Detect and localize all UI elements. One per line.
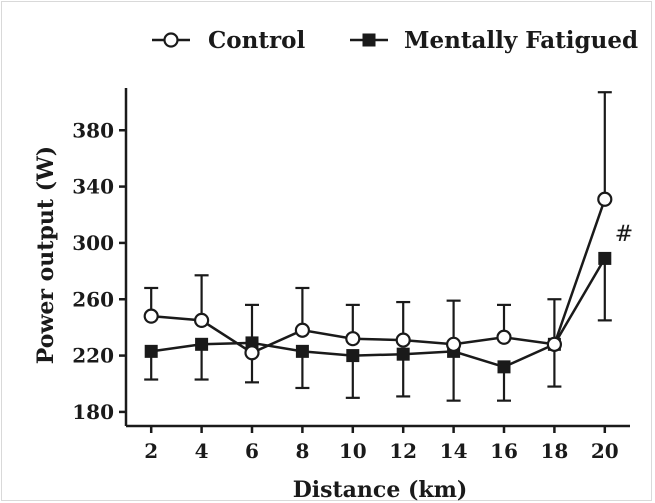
fatigued-point [144,344,158,358]
x-tick-label: 12 [389,439,417,463]
control-point [496,329,512,345]
significance-annotation: # [615,222,633,247]
fatigued-point [195,337,209,351]
y-tick-label: 220 [72,344,114,368]
fatigued-series-line [151,257,606,369]
error-bars [144,91,612,402]
x-axis-ticks: 2 4 6 8 10 12 14 16 18 20 [144,426,619,463]
fatigued-point [598,251,612,265]
x-tick-label: 18 [540,439,568,463]
axes [124,88,630,428]
control-point [294,322,310,338]
x-tick-label: 10 [339,439,367,463]
y-tick-label: 260 [72,287,114,311]
y-axis-ticks: 180 220 260 300 340 380 [72,118,126,424]
y-tick-label: 180 [72,400,114,424]
control-point [244,345,260,361]
x-tick-label: 2 [144,439,158,463]
legend-control-label: Control [208,27,305,54]
x-tick-label: 14 [440,439,468,463]
control-series-line [151,198,606,355]
y-tick-label: 380 [72,118,114,142]
fatigued-point [295,344,309,358]
control-point [597,191,613,207]
control-point [395,332,411,348]
y-tick-label: 300 [72,231,114,255]
control-point [143,308,159,324]
x-tick-label: 16 [490,439,518,463]
legend-control-marker [163,32,179,48]
x-tick-label: 8 [295,439,309,463]
x-tick-label: 4 [195,439,209,463]
series-markers [143,191,613,374]
fatigued-point [497,360,511,374]
legend-fatigued-label: Mentally Fatigued [404,27,638,54]
legend-fatigued-marker [362,33,376,47]
y-axis-title: Power output (W) [33,146,59,364]
control-point [345,331,361,347]
x-tick-label: 6 [245,439,259,463]
control-point [194,312,210,328]
control-point [446,336,462,352]
control-point [546,336,563,352]
fatigued-point [346,349,360,363]
annotations: # [615,222,633,247]
fatigued-point [396,347,410,361]
x-axis-title: Distance (km) [293,477,468,503]
legend: Control Mentally Fatigued [152,27,638,54]
series-lines [151,198,606,369]
x-tick-label: 20 [591,439,619,463]
y-tick-label: 340 [72,175,114,199]
